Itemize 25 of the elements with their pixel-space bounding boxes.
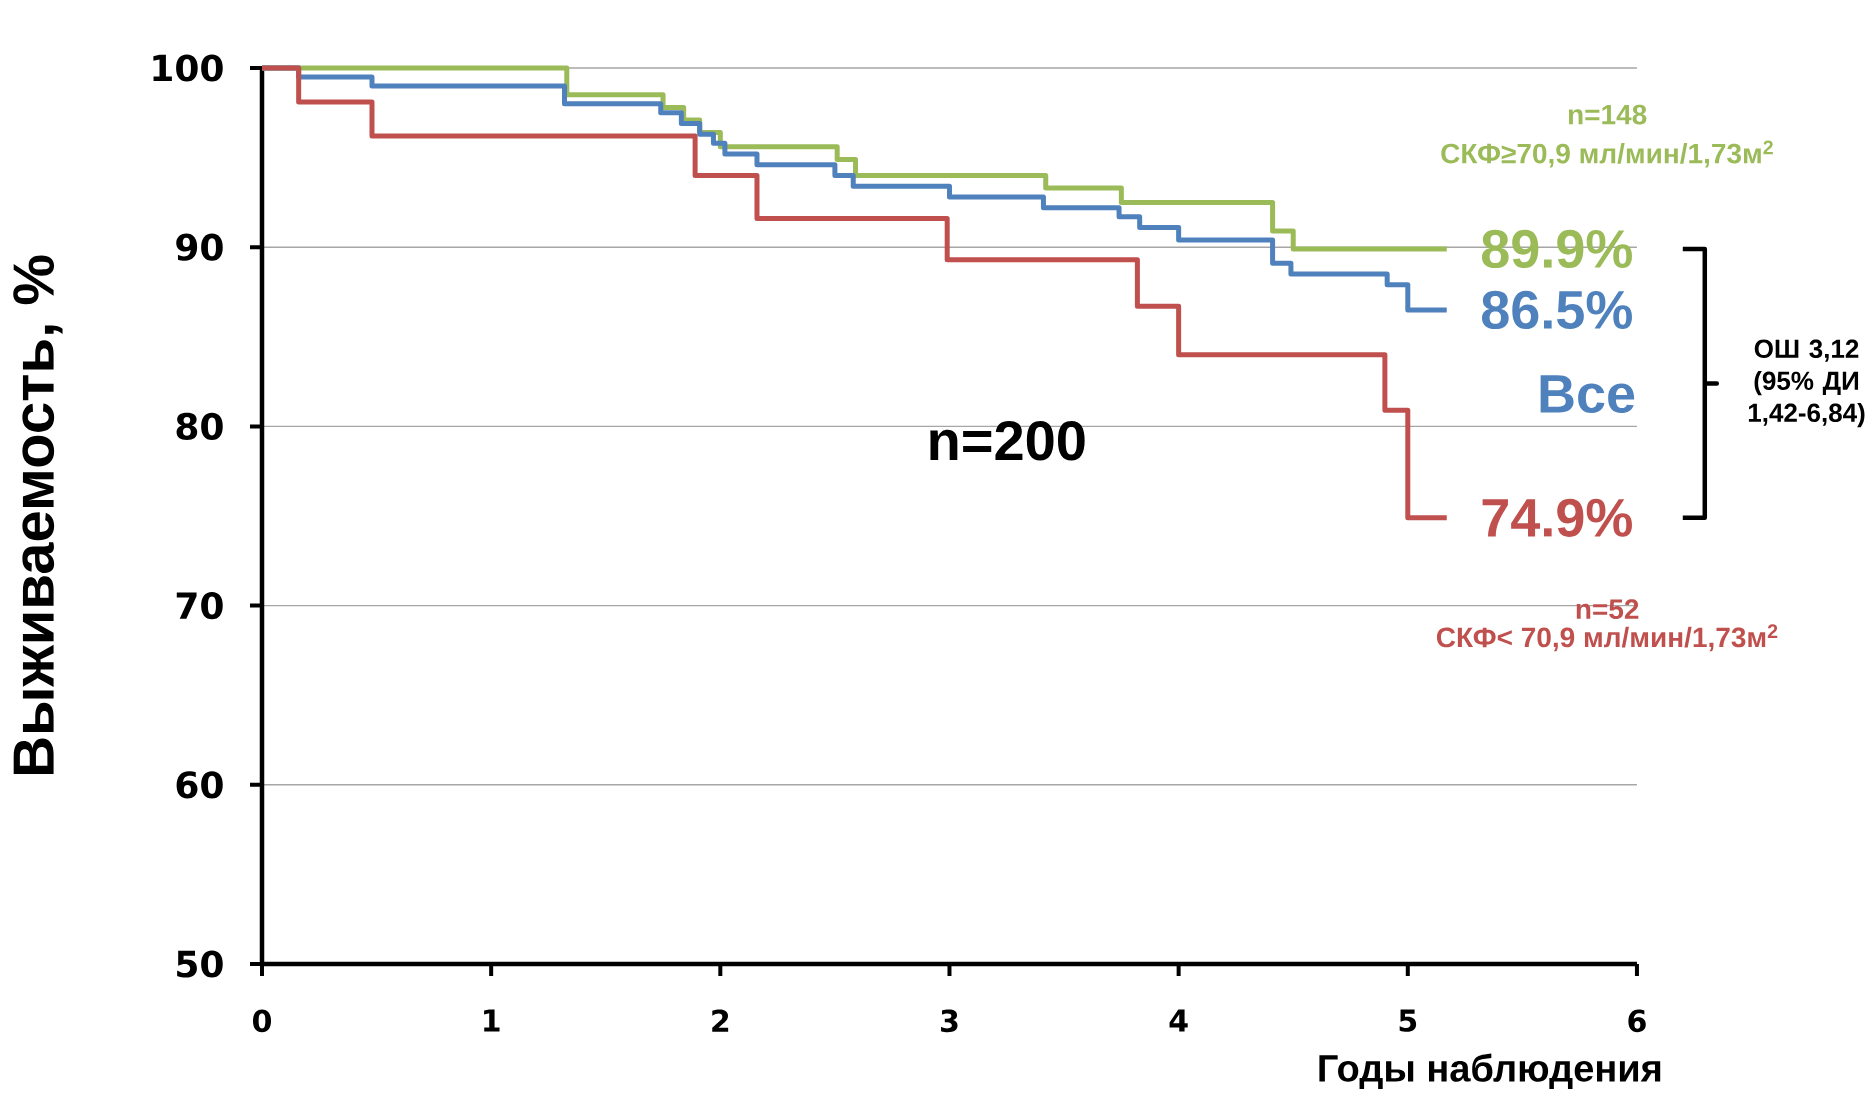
data-label: 89.9% bbox=[1481, 229, 1632, 269]
y-tick-label: 80 bbox=[176, 412, 223, 440]
y-tick-label: 70 bbox=[176, 591, 223, 620]
x-tick-label: 6 bbox=[1628, 1009, 1646, 1033]
text: ОШ 3,12 (95% ДИ 1,42-6,84) bbox=[1748, 339, 1865, 428]
y-tick-label: 90 bbox=[176, 233, 223, 261]
data-label: 74.9% bbox=[1482, 498, 1632, 537]
y-axis-title: Выживаемость, % bbox=[13, 255, 63, 774]
x-tick-label: 1 bbox=[484, 1009, 500, 1032]
y-tick-label: 100 bbox=[153, 54, 223, 82]
x-tick-label: 3 bbox=[941, 1009, 958, 1033]
annotation: n=200 bbox=[930, 420, 1085, 461]
x-tick-label: 0 bbox=[253, 1009, 272, 1033]
x-tick-label: 5 bbox=[1399, 1009, 1417, 1032]
text: СКФ≥70,9 мл/мин/1,73м$^{2}$ bbox=[1441, 140, 1773, 168]
y-tick-label: 60 bbox=[176, 771, 223, 799]
text: Все bbox=[1540, 375, 1635, 413]
text: СКФ< 70,9 мл/мин/1,73м$^{2}$ bbox=[1436, 624, 1778, 652]
x-tick-label: 2 bbox=[712, 1009, 729, 1032]
annotation: n=148 bbox=[1568, 104, 1647, 125]
x-tick-label: 4 bbox=[1169, 1009, 1188, 1032]
x-axis-title: Годы наблюдения bbox=[1319, 1053, 1661, 1089]
data-label: 86.5% bbox=[1481, 290, 1632, 330]
annotation: n=52 bbox=[1576, 599, 1639, 620]
y-tick-label: 50 bbox=[177, 950, 223, 978]
